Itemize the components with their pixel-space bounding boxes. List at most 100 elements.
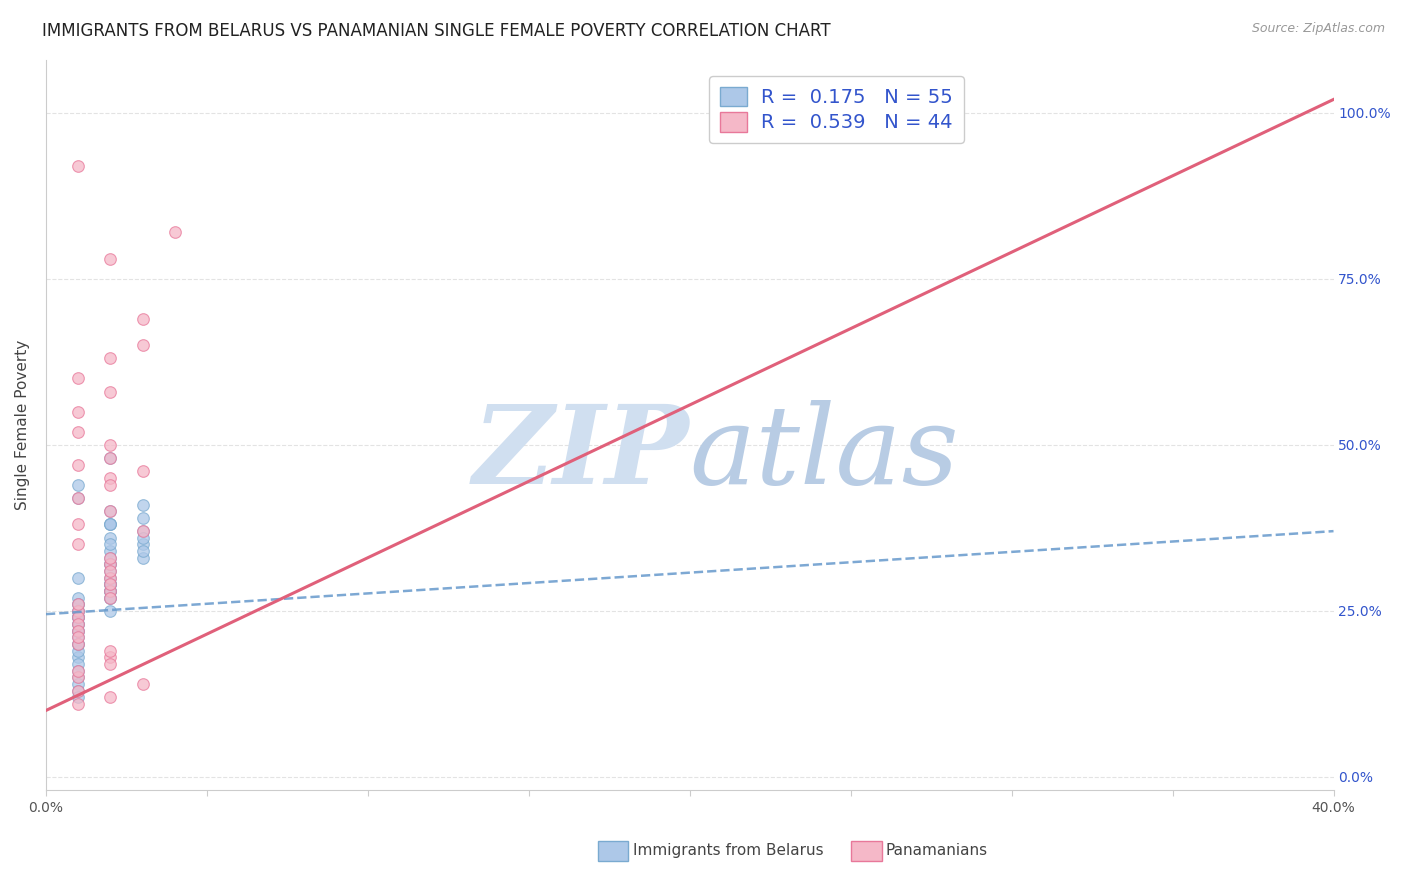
Point <box>98 531 121 545</box>
Point <box>67 537 90 551</box>
Point <box>67 643 90 657</box>
Point <box>67 610 90 624</box>
Point <box>67 624 90 638</box>
Point <box>67 631 90 645</box>
Point <box>67 491 90 505</box>
Point <box>98 517 121 532</box>
Point <box>131 544 153 558</box>
Point <box>131 524 153 538</box>
Point <box>98 351 121 366</box>
Point <box>98 550 121 565</box>
Point <box>131 677 153 691</box>
Text: IMMIGRANTS FROM BELARUS VS PANAMANIAN SINGLE FEMALE POVERTY CORRELATION CHART: IMMIGRANTS FROM BELARUS VS PANAMANIAN SI… <box>42 22 831 40</box>
Point <box>98 537 121 551</box>
Point <box>98 438 121 452</box>
Legend: R =  0.175   N = 55, R =  0.539   N = 44: R = 0.175 N = 55, R = 0.539 N = 44 <box>709 76 965 143</box>
Point <box>98 571 121 585</box>
Point <box>67 610 90 624</box>
Text: atlas: atlas <box>690 401 959 508</box>
Point <box>67 637 90 651</box>
Point <box>98 591 121 605</box>
Text: Panamanians: Panamanians <box>886 844 988 858</box>
Point <box>98 558 121 572</box>
Point <box>67 591 90 605</box>
Point <box>98 252 121 266</box>
Point <box>67 677 90 691</box>
Point <box>67 425 90 439</box>
Point <box>67 670 90 684</box>
Point <box>67 597 90 611</box>
Point <box>98 577 121 591</box>
Y-axis label: Single Female Poverty: Single Female Poverty <box>15 340 30 510</box>
Point <box>67 604 90 618</box>
Point <box>131 531 153 545</box>
Point <box>98 657 121 671</box>
Point <box>67 604 90 618</box>
Point <box>131 550 153 565</box>
Point <box>98 504 121 518</box>
Point <box>98 583 121 598</box>
Text: ZIP: ZIP <box>472 401 690 508</box>
Point <box>67 371 90 385</box>
Text: Source: ZipAtlas.com: Source: ZipAtlas.com <box>1251 22 1385 36</box>
Point <box>131 464 153 478</box>
Point <box>67 597 90 611</box>
Point <box>98 643 121 657</box>
Point <box>98 577 121 591</box>
Point <box>67 404 90 418</box>
Point <box>98 591 121 605</box>
Point <box>98 451 121 466</box>
Point <box>67 491 90 505</box>
Point <box>67 650 90 665</box>
Point <box>67 617 90 632</box>
Point <box>67 610 90 624</box>
Point <box>98 583 121 598</box>
Point <box>67 159 90 173</box>
Point <box>67 664 90 678</box>
Point <box>67 604 90 618</box>
Point <box>67 571 90 585</box>
Point <box>98 650 121 665</box>
Point <box>98 564 121 578</box>
Point <box>67 624 90 638</box>
Point <box>98 564 121 578</box>
Point <box>98 550 121 565</box>
Point <box>98 504 121 518</box>
Point <box>131 524 153 538</box>
Point <box>67 624 90 638</box>
Point <box>98 690 121 705</box>
Point <box>98 604 121 618</box>
Point <box>98 544 121 558</box>
Point <box>131 511 153 525</box>
Point <box>98 591 121 605</box>
Point <box>67 477 90 491</box>
Point <box>131 537 153 551</box>
Point <box>67 637 90 651</box>
Point <box>98 517 121 532</box>
Point <box>98 571 121 585</box>
Point <box>67 617 90 632</box>
Point <box>98 471 121 485</box>
Point <box>67 697 90 711</box>
Point <box>67 664 90 678</box>
Point <box>67 617 90 632</box>
Point <box>98 577 121 591</box>
Point <box>98 477 121 491</box>
Point <box>67 458 90 472</box>
Point <box>67 610 90 624</box>
Point <box>131 311 153 326</box>
Point <box>67 631 90 645</box>
Point <box>98 558 121 572</box>
Text: Immigrants from Belarus: Immigrants from Belarus <box>633 844 824 858</box>
Point <box>67 683 90 698</box>
Point <box>67 690 90 705</box>
Point <box>131 338 153 352</box>
Point <box>98 583 121 598</box>
Point <box>67 657 90 671</box>
Point <box>67 670 90 684</box>
Point <box>98 577 121 591</box>
Point <box>67 637 90 651</box>
Point <box>98 517 121 532</box>
Point <box>67 597 90 611</box>
Point <box>131 498 153 512</box>
